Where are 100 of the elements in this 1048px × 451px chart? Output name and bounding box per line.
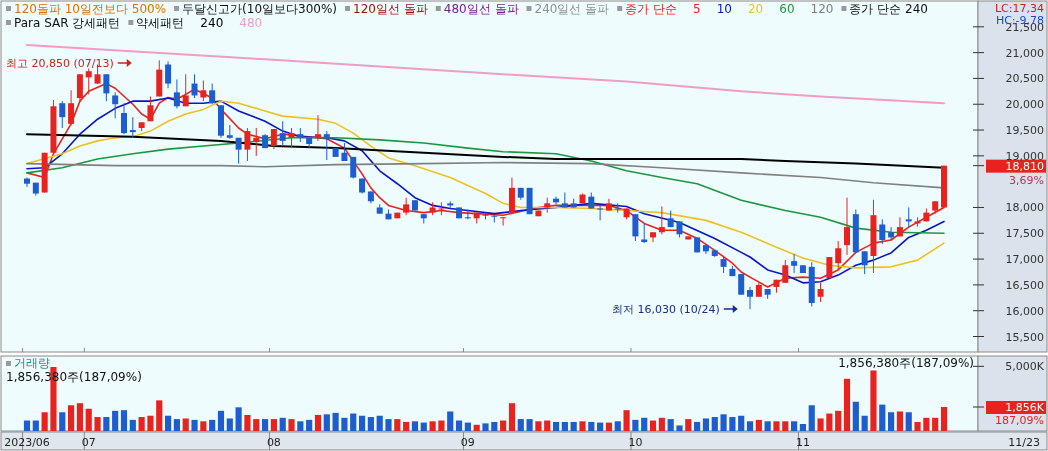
text: 480: [239, 16, 263, 30]
bar: [632, 419, 639, 431]
annotation: 120돌파 10일전보다 500%: [14, 2, 167, 16]
bar: [85, 408, 92, 431]
bar: [173, 419, 180, 431]
bar: [297, 421, 304, 431]
y-tick-label: 18,000: [1005, 201, 1044, 215]
candlestick: [235, 137, 242, 165]
bar: [526, 419, 533, 431]
candlestick: [597, 204, 604, 221]
y-tick-label: 5,000K: [1005, 360, 1045, 374]
bar: [508, 403, 516, 431]
candlestick: [323, 130, 330, 161]
bar: [517, 419, 524, 431]
text: 240: [200, 16, 224, 30]
bar: [720, 414, 727, 431]
bar: [94, 417, 101, 431]
bar: [500, 420, 507, 431]
annotation: 종가 단순 240: [849, 2, 928, 16]
bar: [932, 417, 939, 431]
bar: [270, 419, 277, 431]
bar: [658, 417, 665, 431]
bar: [799, 424, 807, 431]
bar: [746, 421, 754, 431]
candlestick: [209, 83, 216, 105]
bar: [314, 414, 322, 431]
candlestick: [782, 259, 789, 284]
bar: [852, 401, 859, 431]
bar: [561, 421, 568, 431]
candlestick: [464, 209, 471, 220]
candlestick: [288, 127, 295, 149]
bar: [103, 417, 110, 431]
bar: [253, 419, 260, 431]
candlestick: [200, 79, 207, 102]
bar: [68, 405, 75, 431]
bar: [835, 410, 842, 431]
annotation: 두달신고가(10일보다300%): [182, 2, 338, 16]
candlestick: [791, 253, 798, 274]
bar: [447, 411, 454, 431]
bar: [579, 421, 586, 431]
bar: [429, 421, 436, 431]
bar: [597, 422, 604, 431]
annotation: 120일선 돌파: [353, 2, 428, 16]
text: 11/23: [1008, 436, 1040, 449]
bar: [332, 412, 339, 431]
bar: [861, 415, 868, 431]
bar: [473, 424, 480, 431]
y-tick-label: 1,856K: [1005, 401, 1045, 414]
candlestick: [879, 218, 886, 245]
bar: [120, 410, 128, 431]
bar: [209, 419, 216, 431]
bar: [570, 421, 577, 431]
bar: [791, 421, 798, 431]
candlestick: [68, 89, 75, 126]
bar: [482, 423, 489, 431]
annotation: 종가 단순: [625, 2, 678, 16]
y-tick-label: 15,500: [1005, 330, 1044, 344]
bar: [32, 420, 39, 431]
bar: [235, 407, 242, 431]
bar: [535, 421, 542, 431]
bar: [685, 419, 692, 431]
y-tick-label: 19,000: [1005, 149, 1044, 163]
candlestick: [632, 213, 639, 242]
bar: [729, 417, 736, 431]
candlestick: [129, 116, 136, 139]
candlestick: [76, 73, 83, 103]
bar: [23, 420, 31, 431]
candlestick: [844, 197, 851, 256]
annotation: 480일선 돌파: [443, 2, 519, 16]
annotation: 약세패턴: [136, 16, 185, 30]
bar: [702, 418, 710, 431]
annotation: 1,856,380주(187,09%): [838, 356, 974, 370]
bar: [306, 419, 313, 431]
bar: [641, 417, 648, 431]
bar: [711, 417, 718, 431]
bar: [667, 419, 674, 431]
y-tick-label: 17,500: [1005, 227, 1044, 241]
bar: [905, 412, 912, 431]
annotation: Para SAR 강세패턴: [14, 16, 121, 30]
candlestick: [253, 127, 260, 157]
candlestick: [112, 91, 119, 119]
y-tick-label: 16,500: [1005, 278, 1044, 292]
chart-title: 거래량: [14, 356, 50, 370]
annotation: 최고 20,850 (07/13): [6, 57, 114, 70]
candlestick: [561, 192, 568, 208]
bar: [244, 414, 251, 431]
bar: [182, 418, 189, 431]
bar: [217, 410, 225, 431]
bar: [649, 420, 657, 431]
bar: [817, 418, 824, 431]
bar: [261, 419, 269, 431]
x-tick-label: 07: [81, 436, 96, 449]
candlestick: [641, 222, 648, 244]
text: 120: [810, 2, 834, 16]
bar: [438, 420, 445, 431]
bar: [552, 421, 560, 431]
bar: [623, 410, 630, 431]
candlestick: [861, 250, 868, 275]
candlestick: [314, 114, 321, 142]
candlestick: [835, 240, 842, 271]
